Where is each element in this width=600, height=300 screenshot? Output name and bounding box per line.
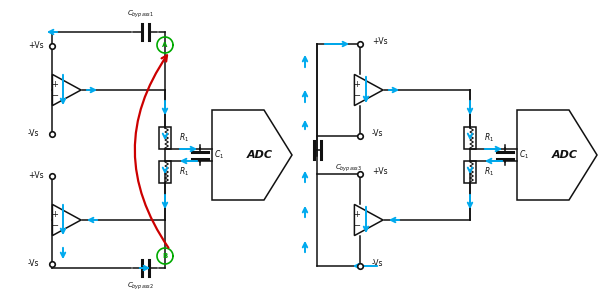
Text: +: + bbox=[353, 210, 361, 219]
Text: $C_{bypass2}$: $C_{bypass2}$ bbox=[127, 280, 154, 292]
Text: −: − bbox=[52, 91, 59, 100]
Text: $R_1$: $R_1$ bbox=[484, 132, 494, 144]
Text: +: + bbox=[52, 80, 58, 89]
Text: +: + bbox=[353, 80, 361, 89]
Text: $C_{bypass1}$: $C_{bypass1}$ bbox=[127, 8, 154, 20]
Text: +Vs: +Vs bbox=[28, 172, 44, 181]
Bar bbox=[464, 127, 476, 149]
Text: $R_1$: $R_1$ bbox=[179, 132, 189, 144]
Text: $R_1$: $R_1$ bbox=[179, 166, 189, 178]
Bar bbox=[464, 161, 476, 183]
Text: −: − bbox=[52, 221, 59, 230]
Text: $R_1$: $R_1$ bbox=[484, 166, 494, 178]
Text: +: + bbox=[52, 210, 58, 219]
Text: B: B bbox=[163, 253, 167, 259]
Text: A: A bbox=[163, 42, 167, 48]
Text: −: − bbox=[353, 221, 361, 230]
Text: +Vs: +Vs bbox=[28, 41, 44, 50]
Bar bbox=[159, 127, 171, 149]
Text: -Vs: -Vs bbox=[372, 130, 383, 139]
Text: −: − bbox=[353, 91, 361, 100]
Text: +Vs: +Vs bbox=[372, 167, 388, 176]
Bar bbox=[159, 161, 171, 183]
Text: +Vs: +Vs bbox=[372, 38, 388, 46]
Text: $C_1$: $C_1$ bbox=[519, 149, 529, 161]
Text: -Vs: -Vs bbox=[372, 260, 383, 268]
Text: ADC: ADC bbox=[247, 150, 273, 160]
Text: $C_{bypass3}$: $C_{bypass3}$ bbox=[335, 162, 362, 173]
Text: -Vs: -Vs bbox=[28, 260, 40, 268]
Text: ADC: ADC bbox=[552, 150, 578, 160]
Text: -Vs: -Vs bbox=[28, 130, 40, 139]
Text: $C_1$: $C_1$ bbox=[214, 149, 224, 161]
